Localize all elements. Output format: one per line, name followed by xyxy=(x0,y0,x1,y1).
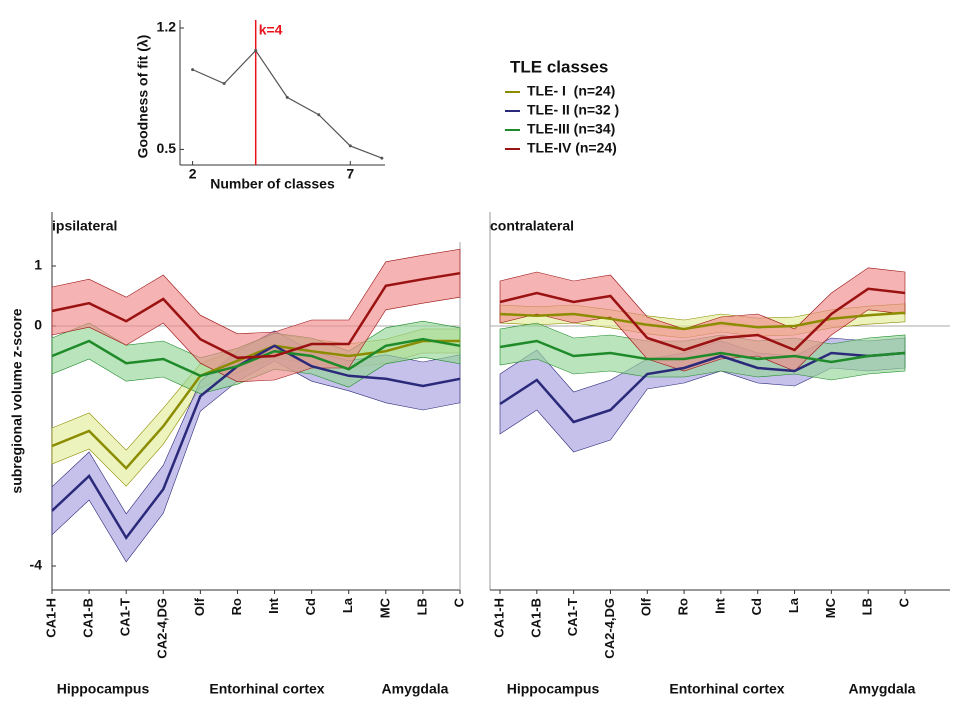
x-tick-label: CA1-B xyxy=(528,598,543,638)
group-label: Amygdala xyxy=(382,681,449,697)
panel-title: ipsilateral xyxy=(52,218,117,234)
legend-label: TLE-IV (n=24) xyxy=(527,140,617,156)
mean-line xyxy=(499,311,906,331)
legend-label: TLE- II (n=32 ) xyxy=(527,102,619,118)
group-label: Amygdala xyxy=(849,681,916,697)
x-tick-label: C xyxy=(896,597,911,607)
mean-line xyxy=(51,339,460,471)
x-tick-label: LB xyxy=(860,598,875,615)
fit-point xyxy=(222,81,226,85)
x-tick-label: MC xyxy=(823,597,838,618)
fit-point xyxy=(285,95,289,99)
x-tick-label: CA2-4,DG xyxy=(155,598,170,659)
fit-point xyxy=(254,49,258,53)
x-tick-label: Int xyxy=(712,597,727,614)
fit-point xyxy=(380,156,384,160)
group-label: Hippocampus xyxy=(57,681,150,697)
x-tick-label: Olf xyxy=(639,597,654,616)
y-tick-label: -4 xyxy=(30,557,43,573)
x-tick-label: 2 xyxy=(189,166,197,182)
marker-label: k=4 xyxy=(259,22,283,38)
x-tick-label: CA1-T xyxy=(565,598,580,636)
mean-line xyxy=(499,351,906,424)
x-tick-label: LB xyxy=(414,598,429,615)
x-tick-label: Ro xyxy=(676,598,691,615)
x-tick-label: La xyxy=(340,597,355,613)
group-label: Entorhinal cortex xyxy=(209,681,324,697)
legend-label: TLE- I (n=24) xyxy=(527,83,615,99)
group-label: Entorhinal cortex xyxy=(669,681,784,697)
panel-title: contralateral xyxy=(490,218,574,234)
legend-title: TLE classes xyxy=(510,57,608,76)
fit-point xyxy=(317,113,321,117)
mean-line xyxy=(499,287,906,352)
x-tick-label: Cd xyxy=(749,598,764,615)
x-tick-label: CA1-T xyxy=(118,598,133,636)
x-tick-label: MC xyxy=(377,597,392,618)
x-tick-label: Int xyxy=(266,597,281,614)
y-tick-label: 0 xyxy=(34,317,42,333)
mean-line xyxy=(51,337,461,378)
y-tick-label: 1 xyxy=(34,257,42,273)
x-tick-label: Olf xyxy=(192,597,207,616)
y-axis-label: subregional volume z-score xyxy=(9,308,25,493)
y-tick-label: 0.5 xyxy=(157,140,177,156)
group-label: Hippocampus xyxy=(507,681,600,697)
x-tick-label: La xyxy=(786,597,801,613)
mean-line xyxy=(499,339,906,364)
fit-point xyxy=(191,68,195,72)
x-tick-label: CA1-B xyxy=(81,598,96,638)
mean-line xyxy=(51,271,461,360)
y-tick-label: 1.2 xyxy=(157,19,177,35)
x-tick-label: CA1-H xyxy=(491,598,506,638)
x-tick-label: C xyxy=(451,597,466,607)
x-tick-label: Cd xyxy=(303,598,318,615)
x-tick-label: CA1-H xyxy=(43,598,58,638)
legend-label: TLE-III (n=34) xyxy=(527,121,615,137)
x-tick-label: 7 xyxy=(346,166,354,182)
fit-point xyxy=(348,144,352,148)
x-tick-label: Ro xyxy=(229,598,244,615)
fit-line xyxy=(192,49,383,159)
x-tick-label: CA2-4,DG xyxy=(602,598,617,659)
x-axis-label: Number of classes xyxy=(210,176,335,192)
y-axis-label: Goodness of fit (λ) xyxy=(135,35,151,159)
band xyxy=(51,248,461,383)
